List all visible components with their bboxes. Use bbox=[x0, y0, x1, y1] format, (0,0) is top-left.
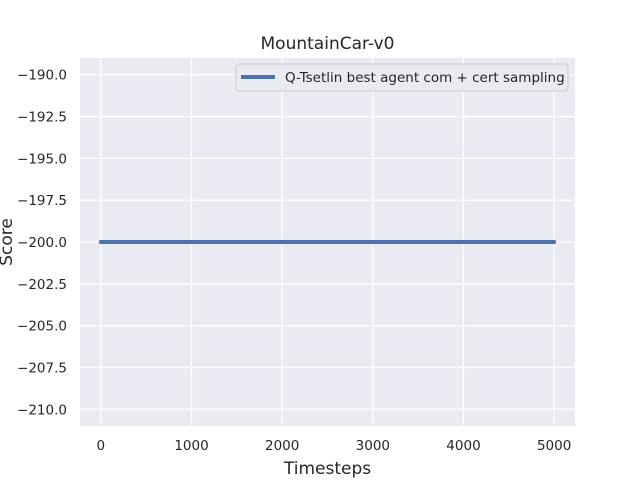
x-tick-labels: 0 1000 2000 3000 4000 5000 bbox=[97, 438, 572, 454]
y-tick-label: −202.5 bbox=[17, 277, 67, 293]
y-tick-label: −200.0 bbox=[17, 235, 67, 251]
y-tick-label: −192.5 bbox=[17, 110, 67, 126]
legend-label: Q-Tsetlin best agent com + cert sampling bbox=[285, 70, 565, 86]
x-tick-label: 4000 bbox=[446, 438, 480, 454]
legend-box bbox=[235, 63, 569, 92]
y-axis-label: Score bbox=[0, 218, 17, 266]
x-tick-label: 2000 bbox=[265, 438, 299, 454]
x-tick-label: 1000 bbox=[174, 438, 208, 454]
x-tick-label: 0 bbox=[97, 438, 106, 454]
x-tick-label: 5000 bbox=[537, 438, 571, 454]
y-tick-label: −210.0 bbox=[17, 402, 67, 418]
y-tick-labels: −190.0 −192.5 −195.0 −197.5 −200.0 −202.5 −205… bbox=[17, 68, 67, 419]
y-tick-label: −197.5 bbox=[17, 193, 67, 209]
x-tick-label: 3000 bbox=[356, 438, 390, 454]
y-tick-label: −207.5 bbox=[17, 360, 67, 376]
y-tick-label: −205.0 bbox=[17, 319, 67, 335]
x-axis-label: Timesteps bbox=[283, 459, 371, 479]
y-tick-label: −195.0 bbox=[17, 151, 67, 167]
y-tick-label: −190.0 bbox=[17, 68, 67, 84]
chart-title: MountainCar-v0 bbox=[261, 34, 395, 54]
legend: Q-Tsetlin best agent com + cert sampling bbox=[235, 63, 569, 92]
